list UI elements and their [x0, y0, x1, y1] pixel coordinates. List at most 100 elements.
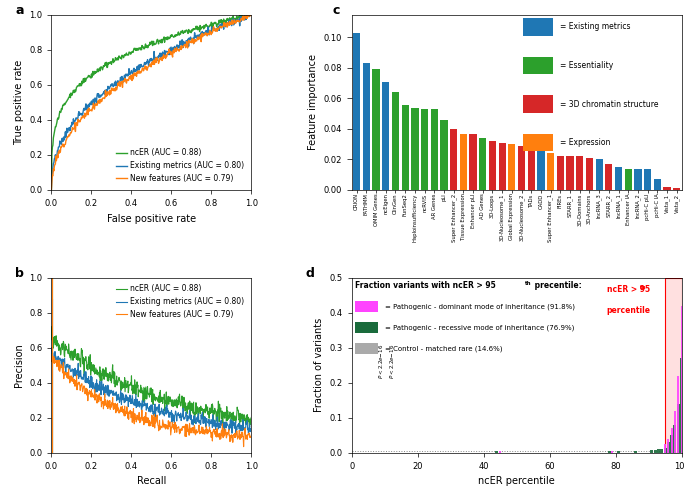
- New features (AUC = 0.79): [247, 12, 256, 18]
- Bar: [576, 156, 584, 190]
- Existing metrics (AUC = 0.80): [173, 42, 182, 48]
- New features (AUC = 0.79): [240, 444, 248, 450]
- Line: ncER (AUC = 0.88): ncER (AUC = 0.88): [51, 327, 251, 427]
- Bar: [673, 425, 677, 453]
- Bar: [431, 109, 438, 190]
- Bar: [664, 444, 666, 453]
- Text: precentile:: precentile:: [532, 281, 582, 290]
- Text: th: th: [640, 284, 646, 290]
- Bar: [653, 179, 661, 190]
- Bar: [489, 141, 496, 190]
- Bar: [382, 82, 389, 190]
- Bar: [625, 169, 632, 190]
- Bar: [557, 156, 564, 190]
- Bar: [677, 404, 680, 453]
- Text: = Essentiality: = Essentiality: [560, 61, 613, 70]
- Bar: [508, 144, 516, 190]
- Bar: [547, 153, 554, 190]
- Bar: [660, 449, 663, 453]
- Bar: [677, 376, 680, 453]
- Bar: [680, 306, 683, 453]
- Y-axis label: Precision: Precision: [14, 343, 23, 387]
- New features (AUC = 0.79): [245, 12, 253, 18]
- ncER (AUC = 0.88): [242, 413, 251, 419]
- New features (AUC = 0.79): [48, 351, 56, 357]
- Text: c: c: [332, 4, 340, 17]
- Existing metrics (AUC = 0.80): [232, 431, 240, 437]
- New features (AUC = 0.79): [127, 76, 135, 82]
- New features (AUC = 0.79): [71, 129, 79, 134]
- Y-axis label: Fraction of variants: Fraction of variants: [314, 318, 324, 412]
- Text: $P < 2.2e{-16}$: $P < 2.2e{-16}$: [377, 344, 384, 379]
- ncER (AUC = 0.88): [47, 324, 55, 330]
- Bar: [373, 70, 379, 190]
- Existing metrics (AUC = 0.80): [112, 80, 121, 86]
- New features (AUC = 0.79): [144, 415, 152, 421]
- Bar: [586, 158, 593, 190]
- Line: Existing metrics (AUC = 0.80): Existing metrics (AUC = 0.80): [51, 15, 251, 190]
- Bar: [411, 108, 419, 190]
- Bar: [674, 411, 676, 453]
- New features (AUC = 0.79): [142, 414, 151, 420]
- Bar: [499, 143, 506, 190]
- New features (AUC = 0.79): [112, 87, 121, 93]
- ncER (AUC = 0.88): [71, 89, 79, 95]
- ncER (AUC = 0.88): [112, 57, 121, 63]
- Bar: [523, 56, 553, 74]
- Bar: [523, 95, 553, 113]
- Bar: [608, 451, 610, 453]
- ncER (AUC = 0.88): [247, 12, 256, 18]
- New features (AUC = 0.79): [155, 427, 164, 432]
- Bar: [499, 451, 501, 453]
- ncER (AUC = 0.88): [155, 390, 164, 395]
- New features (AUC = 0.79): [173, 47, 182, 53]
- ncER (AUC = 0.88): [166, 398, 175, 404]
- Existing metrics (AUC = 0.80): [143, 405, 151, 411]
- Text: d: d: [306, 267, 314, 280]
- Bar: [665, 278, 682, 453]
- Bar: [667, 442, 670, 453]
- Bar: [657, 450, 660, 453]
- Y-axis label: Feature importance: Feature importance: [308, 54, 318, 150]
- Text: ncER > 95: ncER > 95: [608, 284, 650, 294]
- Legend: ncER (AUC = 0.88), Existing metrics (AUC = 0.80), New features (AUC = 0.79): ncER (AUC = 0.88), Existing metrics (AUC…: [112, 145, 247, 186]
- X-axis label: ncER percentile: ncER percentile: [478, 476, 555, 487]
- Bar: [523, 18, 553, 36]
- Text: percentile: percentile: [607, 306, 651, 315]
- Bar: [495, 451, 499, 453]
- Bar: [651, 450, 653, 453]
- Existing metrics (AUC = 0.80): [192, 35, 201, 41]
- Existing metrics (AUC = 0.80): [142, 407, 151, 413]
- Existing metrics (AUC = 0.80): [242, 420, 251, 426]
- ncER (AUC = 0.88): [47, 187, 55, 193]
- Bar: [353, 33, 360, 190]
- Text: th: th: [525, 281, 532, 286]
- Bar: [355, 343, 378, 354]
- Line: New features (AUC = 0.79): New features (AUC = 0.79): [51, 354, 251, 447]
- Existing metrics (AUC = 0.80): [211, 418, 219, 424]
- New features (AUC = 0.79): [212, 429, 220, 434]
- Bar: [355, 301, 378, 312]
- Existing metrics (AUC = 0.80): [155, 412, 164, 418]
- ncER (AUC = 0.88): [143, 384, 151, 390]
- Legend: ncER (AUC = 0.88), Existing metrics (AUC = 0.80), New features (AUC = 0.79): ncER (AUC = 0.88), Existing metrics (AUC…: [112, 281, 247, 322]
- Existing metrics (AUC = 0.80): [47, 345, 55, 351]
- X-axis label: False positive rate: False positive rate: [107, 213, 196, 224]
- Text: = Existing metrics: = Existing metrics: [560, 22, 630, 31]
- Y-axis label: True positive rate: True positive rate: [14, 59, 23, 145]
- Line: New features (AUC = 0.79): New features (AUC = 0.79): [51, 15, 251, 190]
- Bar: [634, 169, 642, 190]
- ncER (AUC = 0.88): [211, 409, 219, 414]
- Bar: [671, 429, 673, 453]
- Bar: [644, 169, 651, 190]
- Text: = Expression: = Expression: [560, 138, 610, 147]
- ncER (AUC = 0.88): [240, 12, 249, 18]
- ncER (AUC = 0.88): [192, 26, 201, 32]
- New features (AUC = 0.79): [243, 436, 251, 442]
- Bar: [527, 146, 535, 190]
- Bar: [606, 164, 612, 190]
- Line: ncER (AUC = 0.88): ncER (AUC = 0.88): [51, 15, 251, 190]
- ncER (AUC = 0.88): [245, 424, 253, 430]
- Bar: [421, 109, 428, 190]
- Bar: [653, 450, 657, 453]
